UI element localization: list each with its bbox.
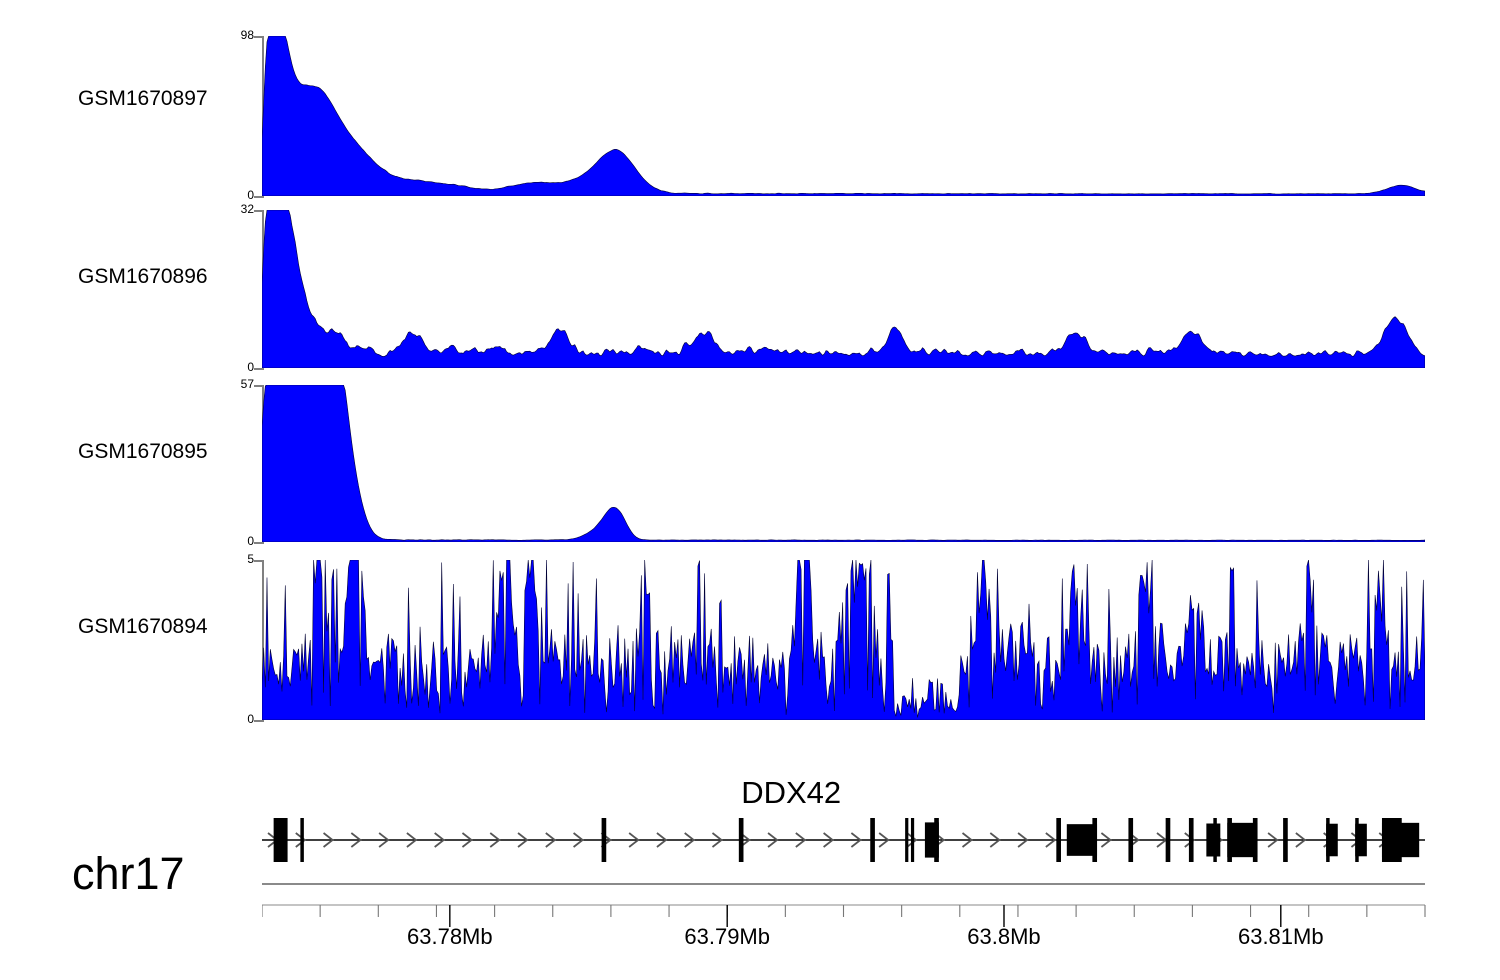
axis-min-label: 0 — [247, 534, 254, 548]
axis-max-label: 5 — [247, 552, 254, 566]
ruler-tick-label: 63.8Mb — [967, 924, 1041, 949]
signal-histogram — [262, 560, 1425, 720]
gene-model-svg[interactable] — [262, 805, 1429, 875]
signal-histogram — [262, 385, 1425, 542]
axis-min-label: 0 — [247, 712, 254, 726]
ruler-tick-label: 63.78Mb — [407, 924, 493, 949]
y-axis-tick-max — [254, 385, 264, 387]
ruler-svg — [262, 883, 1426, 927]
y-axis-tick-min — [254, 720, 264, 722]
signal-histogram — [262, 210, 1425, 368]
axis-max-label: 98 — [240, 28, 254, 42]
ruler-tick-label: 63.81Mb — [1237, 924, 1324, 949]
y-axis-tick-min — [254, 196, 264, 198]
axis-max-label: 32 — [240, 202, 254, 216]
track-label-GSM1670894: GSM1670894 — [78, 615, 208, 638]
ruler-tick-label: 63.79Mb — [684, 924, 770, 949]
gene-name-label: DDX42 — [741, 775, 842, 810]
y-axis-tick-min — [254, 368, 264, 370]
y-axis-tick-max — [254, 560, 264, 562]
y-axis-line — [262, 560, 264, 720]
y-axis-tick-max — [254, 36, 264, 38]
y-axis-tick-min — [254, 542, 264, 544]
track-label-GSM1670896: GSM1670896 — [78, 265, 208, 288]
axis-min-label: 0 — [247, 360, 254, 374]
chromosome-label: chr17 — [72, 848, 185, 899]
axis-min-label: 0 — [247, 188, 254, 202]
gene-annotation-track[interactable]: DDX42 — [0, 0, 1500, 862]
track-label-GSM1670895: GSM1670895 — [78, 440, 208, 463]
track-label-GSM1670897: GSM1670897 — [78, 87, 208, 110]
signal-histogram — [262, 36, 1425, 196]
y-axis-tick-max — [254, 210, 264, 212]
axis-max-label: 57 — [240, 377, 254, 391]
